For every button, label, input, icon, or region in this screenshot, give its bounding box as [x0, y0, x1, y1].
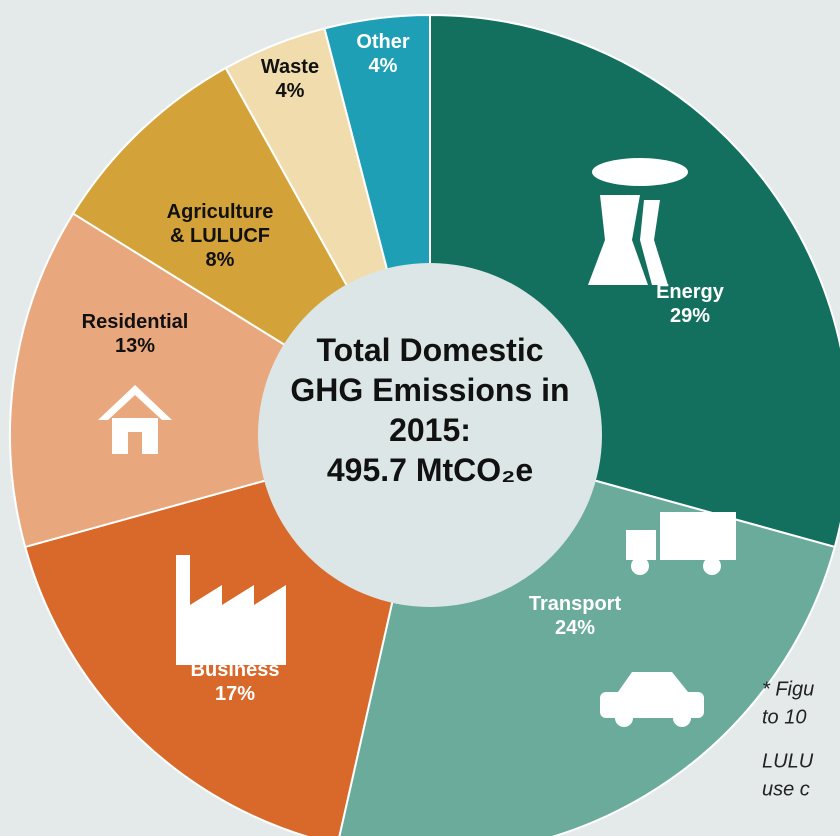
- center-hole: [258, 263, 602, 607]
- center-title: Total Domestic GHG Emissions in 2015:: [290, 332, 570, 448]
- label-box: Business 17%: [165, 658, 305, 706]
- truck-icon: [626, 512, 736, 575]
- car-icon: [600, 672, 704, 727]
- category-label: Waste: [260, 56, 320, 78]
- value-label: 4%: [275, 80, 305, 102]
- center-box: Total Domestic GHG Emissions in 2015: 49…: [290, 330, 570, 490]
- category-label: Energy: [656, 281, 724, 303]
- center-text: Total Domestic GHG Emissions in 2015: 49…: [290, 330, 570, 490]
- category-label: Agriculture & LULUCF: [166, 201, 274, 247]
- category-label: Other: [356, 31, 410, 53]
- footnote: to 10: [762, 706, 806, 728]
- category-label: Business: [190, 659, 280, 681]
- footnote: LULU: [762, 750, 814, 772]
- center-total: 495.7 MtCO₂e: [326, 452, 534, 488]
- footnote: use c: [762, 778, 810, 800]
- house-icon: [98, 385, 172, 454]
- notes: * Figu to 10 LULU use c: [762, 678, 814, 800]
- category-label: Residential: [81, 311, 189, 333]
- value-label: 24%: [554, 617, 596, 639]
- label-box: Other 4%: [313, 30, 453, 78]
- label-box: Residential 13%: [65, 310, 205, 358]
- factory-icon: [176, 555, 286, 665]
- label-box: Energy 29%: [620, 280, 760, 328]
- label-box: Transport 24%: [505, 592, 645, 640]
- label-box: Waste 4%: [220, 55, 360, 103]
- value-label: 8%: [205, 249, 235, 271]
- value-label: 29%: [669, 305, 711, 327]
- category-label: Transport: [528, 593, 622, 615]
- value-label: 13%: [114, 335, 156, 357]
- value-label: 17%: [214, 683, 256, 705]
- footnote: * Figu: [762, 678, 814, 700]
- value-label: 4%: [368, 55, 398, 77]
- cooling-tower-icon: [588, 158, 688, 285]
- label-box: Agriculture & LULUCF 8%: [160, 200, 280, 272]
